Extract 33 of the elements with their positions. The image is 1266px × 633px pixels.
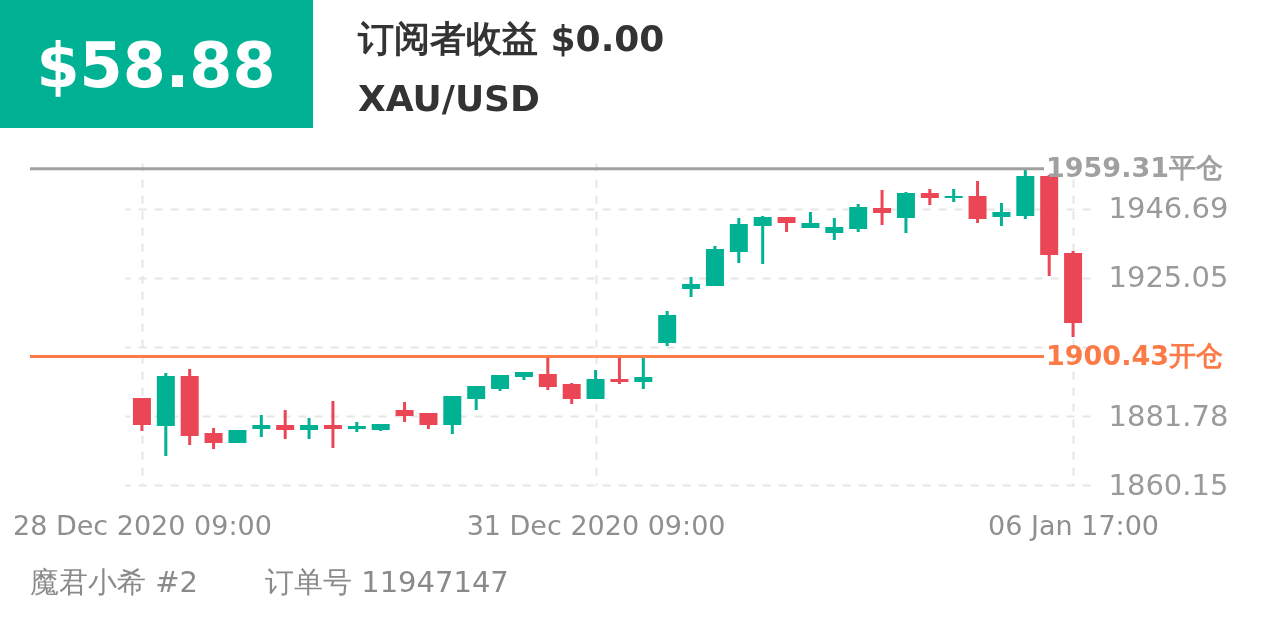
ref-line-label: 1900.43开仓 (1046, 339, 1223, 371)
candlestick (634, 356, 653, 389)
candlestick (682, 277, 701, 297)
candlestick (467, 385, 486, 411)
ref-line-label: 1959.31平仓 (1046, 151, 1223, 183)
candlestick (968, 181, 987, 223)
x-tick-label: 28 Dec 2020 09:00 (13, 509, 272, 541)
candlestick (849, 204, 868, 232)
y-tick-label: 1925.05 (1108, 260, 1229, 295)
x-tick-label: 06 Jan 17:00 (988, 509, 1160, 541)
candlestick (276, 410, 295, 439)
text: 魔君小希 #2 (30, 565, 198, 599)
text: 订单号 11947147 (265, 565, 509, 599)
candlestick (873, 190, 892, 226)
candlestick (538, 358, 557, 391)
y-tick-label: 1881.78 (1108, 398, 1229, 433)
chart-title: $58.88 (36, 29, 276, 102)
candlestick (300, 418, 319, 439)
candlestick (204, 428, 223, 449)
candlestick (753, 216, 772, 265)
candlestick (992, 203, 1011, 226)
candlestick (610, 358, 629, 385)
y-tick-label: 1860.15 (1108, 467, 1229, 502)
candlestick (323, 401, 342, 448)
candlestick (252, 414, 271, 437)
candlestick (825, 218, 844, 240)
candlestick (586, 370, 605, 400)
x-tick-label: 31 Dec 2020 09:00 (466, 509, 726, 541)
candlestick (562, 382, 581, 405)
y-tick-label: 1946.69 (1108, 191, 1229, 226)
chart-subtitle: 订阅者收益 $0.00 (357, 18, 665, 59)
candlestick (395, 402, 414, 422)
text: XAU/USD (358, 78, 540, 119)
